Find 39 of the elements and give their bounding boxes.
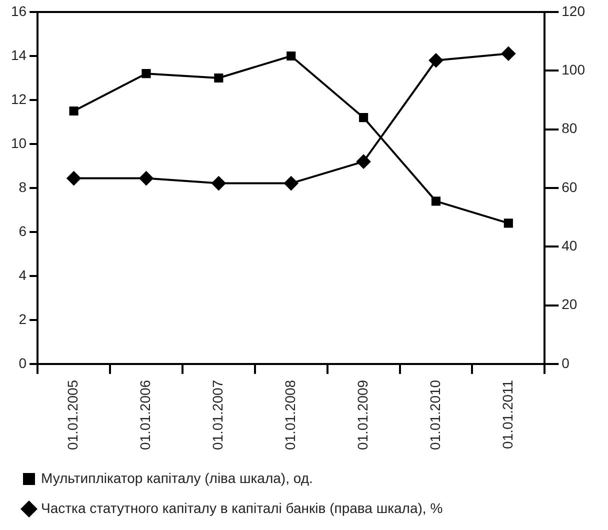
x-tick-label: 01.01.2009 <box>354 380 370 450</box>
point <box>431 196 441 206</box>
point <box>214 73 224 83</box>
x-tick-label: 01.01.2007 <box>210 380 226 450</box>
x-tick-label: 01.01.2010 <box>426 380 443 450</box>
y2-tick-label: 80 <box>562 120 578 136</box>
y2-tick-label: 20 <box>562 296 578 312</box>
y-tick-label: 12 <box>10 90 27 107</box>
point <box>139 171 154 186</box>
y2-tick-label: 40 <box>562 237 578 254</box>
y2-tick-label: 100 <box>562 62 586 78</box>
y-tick-label: 10 <box>10 134 27 151</box>
legend-label: Мультиплікатор капіталу (ліва шкала), од. <box>41 470 313 486</box>
x-tick-label: 01.01.2005 <box>64 380 81 450</box>
y2-tick-label: 120 <box>562 2 586 19</box>
y-tick-label: 0 <box>18 354 27 371</box>
x-tick-label: 01.01.2008 <box>282 380 298 450</box>
y2-tick-label: 60 <box>562 178 578 195</box>
point <box>359 113 368 122</box>
y-tick-label: 2 <box>18 310 27 327</box>
point <box>212 176 226 190</box>
point <box>69 106 78 116</box>
y-tick-label: 6 <box>18 222 27 239</box>
x-tick-label: 01.01.2006 <box>137 380 154 450</box>
point <box>66 171 81 186</box>
y-tick-label: 4 <box>18 266 27 283</box>
point <box>504 218 513 228</box>
point <box>286 51 296 61</box>
legend-label: Частка статутного капіталу в капіталі банків (права шкала), % <box>41 500 443 516</box>
point <box>142 69 151 78</box>
x-tick-label: 01.01.2011 <box>499 380 516 449</box>
point <box>284 176 298 190</box>
point <box>356 154 371 169</box>
y-tick-label: 16 <box>10 2 27 19</box>
point <box>501 46 516 61</box>
point <box>428 53 443 68</box>
y-tick-label: 14 <box>10 46 27 63</box>
y-tick-label: 8 <box>18 178 27 195</box>
y2-tick-label: 0 <box>562 354 570 371</box>
